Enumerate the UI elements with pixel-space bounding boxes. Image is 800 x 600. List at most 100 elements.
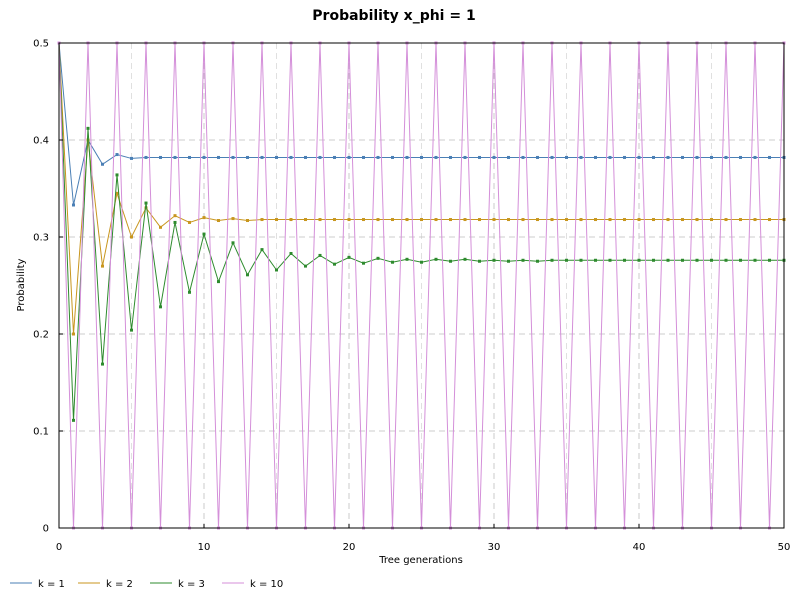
data-point	[231, 155, 235, 159]
legend-label: k = 2	[106, 579, 133, 590]
data-point	[710, 155, 713, 159]
data-point	[478, 155, 481, 159]
x-tick-label: 30	[488, 542, 501, 553]
data-point	[231, 241, 235, 245]
data-point	[144, 201, 148, 205]
data-point	[449, 218, 452, 222]
data-point	[275, 268, 278, 272]
data-point	[376, 218, 380, 222]
data-point	[289, 251, 293, 255]
data-point	[72, 332, 75, 336]
data-point	[173, 155, 177, 159]
data-point	[246, 155, 249, 159]
data-point	[304, 264, 307, 268]
chart-title: Probability x_phi = 1	[312, 8, 475, 24]
data-point	[739, 218, 742, 222]
data-point	[753, 155, 757, 159]
legend-entry: k = 3	[150, 579, 205, 590]
legend-label: k = 1	[38, 579, 65, 590]
data-point	[623, 218, 626, 222]
data-point	[434, 257, 438, 261]
data-point	[695, 155, 699, 159]
data-point	[202, 155, 206, 159]
data-point	[420, 260, 423, 264]
data-point	[130, 156, 133, 160]
data-point	[710, 218, 713, 222]
y-tick-label: 0.3	[33, 233, 49, 244]
data-point	[463, 218, 467, 222]
data-point	[739, 155, 742, 159]
x-tick-label: 20	[343, 542, 356, 553]
data-point	[521, 218, 525, 222]
data-point	[333, 262, 336, 266]
data-point	[260, 248, 264, 252]
data-point	[652, 218, 655, 222]
data-point	[188, 155, 191, 159]
data-point	[130, 235, 133, 239]
data-point	[202, 216, 206, 220]
data-point	[492, 218, 496, 222]
data-point	[405, 218, 409, 222]
data-point	[434, 218, 438, 222]
data-point	[739, 258, 742, 262]
data-point	[362, 218, 365, 222]
legend-label: k = 10	[250, 579, 283, 590]
legend-entry: k = 1	[10, 579, 65, 590]
data-point	[507, 155, 510, 159]
data-point	[521, 258, 525, 262]
data-point	[753, 218, 757, 222]
data-point	[666, 155, 670, 159]
data-point	[652, 155, 655, 159]
legend-label: k = 3	[178, 579, 205, 590]
data-point	[159, 225, 162, 229]
data-point	[333, 155, 336, 159]
data-point	[695, 258, 699, 262]
data-point	[159, 155, 162, 159]
data-point	[608, 155, 612, 159]
data-point	[463, 155, 467, 159]
data-point	[86, 126, 90, 130]
data-point	[188, 290, 191, 294]
x-tick-label: 40	[633, 542, 646, 553]
data-point	[391, 260, 394, 264]
data-point	[768, 155, 771, 159]
data-point	[724, 258, 728, 262]
data-point	[768, 258, 771, 262]
data-point	[115, 153, 119, 157]
data-point	[579, 155, 583, 159]
data-point	[159, 305, 162, 309]
data-point	[405, 257, 409, 261]
data-point	[391, 155, 394, 159]
data-point	[246, 273, 249, 277]
data-point	[246, 219, 249, 223]
data-point	[260, 218, 264, 222]
data-point	[115, 173, 119, 177]
data-point	[318, 253, 322, 257]
data-point	[710, 258, 713, 262]
data-point	[608, 218, 612, 222]
data-point	[594, 258, 597, 262]
y-tick-label: 0.4	[33, 136, 49, 147]
data-point	[681, 218, 684, 222]
data-point	[202, 232, 206, 236]
data-point	[144, 206, 148, 210]
data-point	[217, 155, 220, 159]
data-point	[72, 418, 75, 422]
data-point	[637, 155, 641, 159]
data-point	[579, 258, 583, 262]
data-point	[753, 258, 757, 262]
data-point	[115, 191, 119, 195]
data-point	[565, 155, 568, 159]
series-k-3	[57, 41, 786, 422]
y-tick-label: 0.1	[33, 427, 49, 438]
data-point	[347, 218, 351, 222]
data-point	[275, 155, 278, 159]
data-point	[376, 256, 380, 260]
data-point	[565, 218, 568, 222]
data-point	[304, 218, 307, 222]
y-tick-label: 0.2	[33, 330, 49, 341]
data-point	[217, 219, 220, 223]
data-point	[521, 155, 525, 159]
data-point	[594, 218, 597, 222]
